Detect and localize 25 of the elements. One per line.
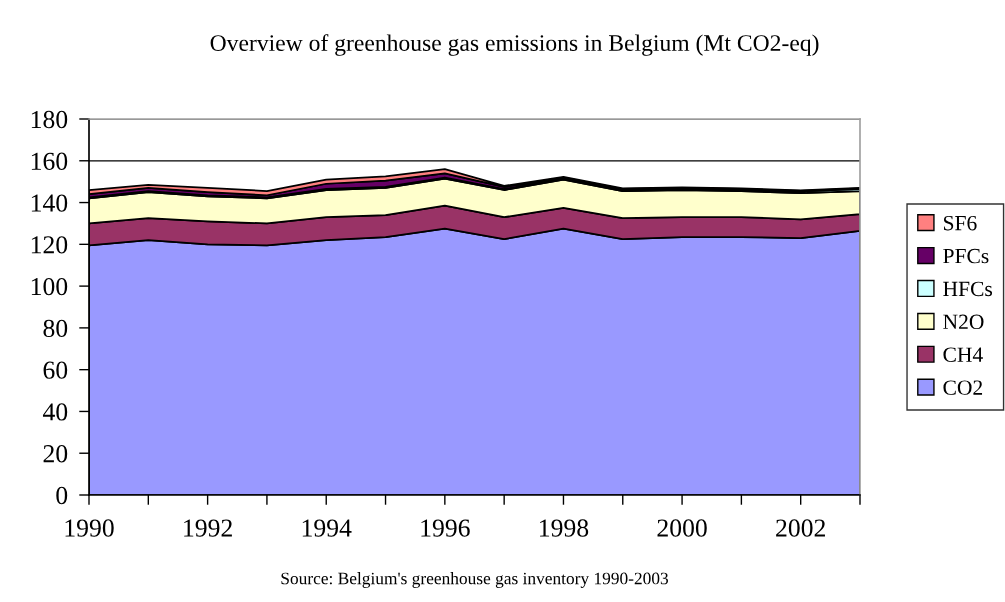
- legend-label: SF6: [943, 215, 977, 231]
- y-tick-label: 120: [31, 236, 68, 254]
- y-tick-label: 100: [31, 277, 68, 296]
- y-tick-label: 60: [43, 361, 68, 379]
- y-tick-label: 40: [42, 403, 68, 421]
- x-tick-label: 1994: [302, 519, 352, 537]
- chart-title: Overview of greenhouse gas emissions in Belgium (Mt CO2-eq): [210, 34, 819, 56]
- y-tick-label: 140: [31, 194, 68, 212]
- y-tick-label: 180: [31, 110, 68, 129]
- y-tick-label: 0: [56, 486, 68, 505]
- legend-label: CO2: [943, 380, 983, 395]
- x-tick-label: 2002: [776, 519, 825, 537]
- x-tick-label: 1992: [184, 519, 232, 537]
- legend-label: CH4: [943, 347, 983, 362]
- x-tick-label: 2000: [657, 519, 707, 537]
- y-tick-label: 80: [43, 319, 68, 338]
- x-tick-label: 1996: [421, 519, 470, 537]
- legend-label: PFCs: [943, 248, 989, 264]
- x-tick-label: 1998: [540, 519, 589, 537]
- x-tick-label: 1990: [65, 519, 114, 537]
- legend-label: HFCs: [943, 281, 993, 297]
- legend-label: N2O: [943, 314, 984, 330]
- source-note: Source: Belgium's greenhouse gas inventory 1990-2003: [281, 572, 669, 588]
- y-tick-label: 20: [43, 445, 68, 463]
- y-tick-label: 160: [31, 152, 68, 170]
